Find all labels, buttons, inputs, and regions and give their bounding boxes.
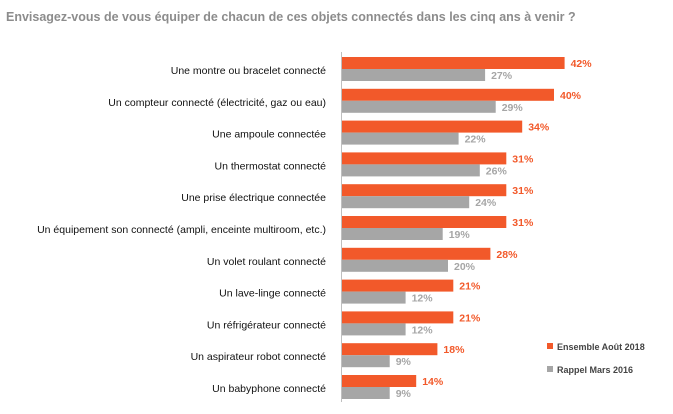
bar-rappel-2016 [342,132,459,145]
category-label: Un compteur connecté (électricité, gaz o… [108,97,326,109]
value-label-2018: 21% [459,312,481,324]
bar-ensemble-2018 [342,343,438,356]
category-label: Un aspirateur robot connecté [191,351,327,363]
legend-swatch [547,366,553,372]
bar-ensemble-2018 [342,279,454,292]
category-label: Un thermostat connecté [215,160,327,172]
bar-ensemble-2018 [342,247,491,260]
value-label-2016: 22% [465,134,487,146]
value-label-2016: 9% [396,356,412,368]
value-label-2016: 12% [412,293,434,305]
bar-rappel-2016 [342,164,480,177]
value-label-2016: 27% [491,70,513,82]
value-label-2016: 20% [454,261,476,273]
bar-rappel-2016 [342,387,390,399]
value-label-2018: 18% [443,344,465,356]
value-label-2018: 14% [422,376,444,388]
value-label-2018: 31% [512,185,534,197]
legend-label: Ensemble Août 2018 [557,342,645,352]
bar-rappel-2016 [342,100,496,113]
bar-rappel-2016 [342,259,448,272]
value-label-2016: 9% [396,388,412,400]
category-label: Une montre ou bracelet connecté [171,65,326,77]
bar-ensemble-2018 [342,311,454,324]
value-label-2018: 21% [459,281,481,293]
bar-ensemble-2018 [342,120,523,133]
category-label: Une prise électrique connectée [181,192,326,204]
bar-rappel-2016 [342,228,443,240]
value-label-2018: 31% [512,217,534,229]
value-label-2018: 34% [528,122,550,134]
bar-rappel-2016 [342,355,390,368]
bar-ensemble-2018 [342,375,417,387]
bar-ensemble-2018 [342,216,507,228]
category-label: Un volet roulant connecté [207,256,326,268]
bars-group: Une montre ou bracelet connecté 42% 27% Un … [37,57,592,400]
value-label-2018: 42% [571,58,593,70]
bar-rappel-2016 [342,323,406,336]
value-label-2018: 28% [496,249,518,261]
bar-ensemble-2018 [342,152,507,165]
value-label-2016: 26% [486,165,508,177]
legend: Ensemble Août 2018 Rappel Mars 2016 [547,342,645,375]
chart-title: Envisagez-vous de vous équiper de chacun… [6,10,576,24]
category-label: Une ampoule connectée [212,129,326,141]
legend-label: Rappel Mars 2016 [557,365,633,375]
legend-swatch [547,343,553,349]
category-label: Un lave-linge connecté [219,288,326,300]
bar-ensemble-2018 [342,88,554,101]
category-label: Un équipement son connecté (ampli, encei… [37,224,326,236]
bar-ensemble-2018 [342,57,565,69]
bar-rappel-2016 [342,69,486,81]
value-label-2018: 31% [512,153,534,165]
bar-rappel-2016 [342,196,470,209]
value-label-2016: 12% [412,324,434,336]
value-label-2018: 40% [560,90,582,102]
value-label-2016: 29% [502,102,524,114]
bar-ensemble-2018 [342,184,507,197]
category-label: Un babyphone connecté [212,383,326,395]
value-label-2016: 19% [449,229,471,241]
category-label: Un réfrigérateur connecté [207,319,326,331]
bar-rappel-2016 [342,291,406,304]
value-label-2016: 24% [475,197,497,209]
